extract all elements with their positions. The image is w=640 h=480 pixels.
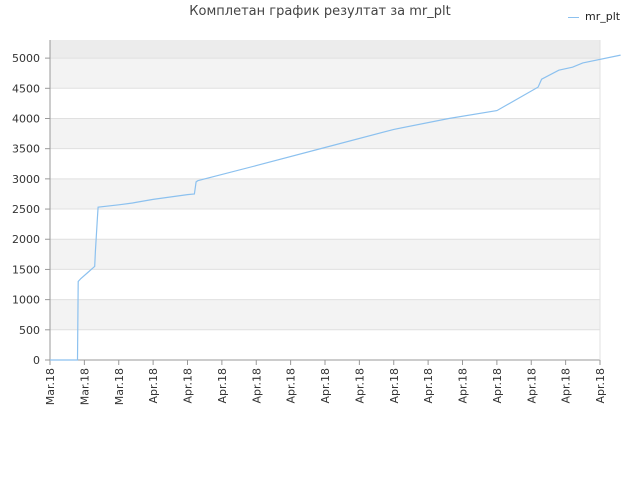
grid-band bbox=[50, 148, 600, 179]
y-tick-label: 2500 bbox=[12, 203, 40, 216]
x-tick-label: Apr.18 bbox=[285, 368, 298, 404]
x-tick-label: Apr.18 bbox=[216, 368, 229, 404]
grid-band bbox=[50, 209, 600, 240]
x-tick-label: Mar.18 bbox=[44, 368, 57, 405]
x-tick-label: Apr.18 bbox=[560, 368, 573, 404]
x-tick-label: Apr.18 bbox=[457, 368, 470, 404]
x-tick-label: Apr.18 bbox=[147, 368, 160, 404]
y-tick-label: 5000 bbox=[12, 52, 40, 65]
chart-title: Комплетан график резултат за mr_plt bbox=[189, 4, 451, 19]
grid-band bbox=[50, 178, 600, 210]
y-tick-label: 0 bbox=[33, 354, 40, 367]
grid-band bbox=[50, 118, 600, 149]
x-tick-label: Apr.18 bbox=[182, 368, 195, 404]
y-tick-label: 2000 bbox=[12, 233, 40, 246]
x-tick-label: Mar.18 bbox=[78, 368, 91, 405]
y-tick-label: 3500 bbox=[12, 143, 40, 156]
x-tick-label: Apr.18 bbox=[491, 368, 504, 404]
x-tick-label: Apr.18 bbox=[422, 368, 435, 404]
series-group bbox=[50, 54, 621, 361]
grid-band bbox=[50, 299, 600, 330]
x-tick-labels: Mar.18 Mar.18 Mar.18 Apr.18 Apr.18 Apr.18 Apr.… bbox=[44, 368, 607, 405]
grid-band bbox=[50, 329, 600, 360]
legend-label: mr_plt bbox=[585, 10, 621, 23]
grid-band bbox=[50, 40, 600, 59]
grid-band bbox=[50, 239, 600, 270]
y-tick-label: 1000 bbox=[12, 294, 40, 307]
series-line-mr_plt bbox=[50, 54, 621, 361]
y-tick-label: 4000 bbox=[12, 112, 40, 125]
x-tick-label: Mar.18 bbox=[113, 368, 126, 405]
grid-band bbox=[50, 88, 600, 119]
y-tick-label: 4500 bbox=[12, 82, 40, 95]
y-tick-label: 1500 bbox=[12, 263, 40, 276]
axes bbox=[45, 40, 601, 365]
legend: mr_plt bbox=[568, 10, 620, 23]
x-tick-label: Apr.18 bbox=[388, 368, 401, 404]
legend-swatch bbox=[568, 16, 579, 18]
grid-bands bbox=[50, 40, 600, 360]
x-tick-label: Apr.18 bbox=[250, 368, 263, 404]
y-tick-label: 500 bbox=[19, 324, 40, 337]
x-tick-label: Apr.18 bbox=[594, 368, 607, 404]
x-tick-label: Apr.18 bbox=[525, 368, 538, 404]
x-tick-label: Apr.18 bbox=[353, 368, 366, 404]
y-tick-labels: 0 500 1000 1500 2000 2500 3000 3500 4000 4500 5000 bbox=[12, 52, 40, 367]
y-tick-label: 3000 bbox=[12, 173, 40, 186]
grid-band bbox=[50, 58, 600, 89]
grid-band bbox=[50, 269, 600, 300]
x-tick-label: Apr.18 bbox=[319, 368, 332, 404]
grid-lines bbox=[50, 57, 600, 361]
